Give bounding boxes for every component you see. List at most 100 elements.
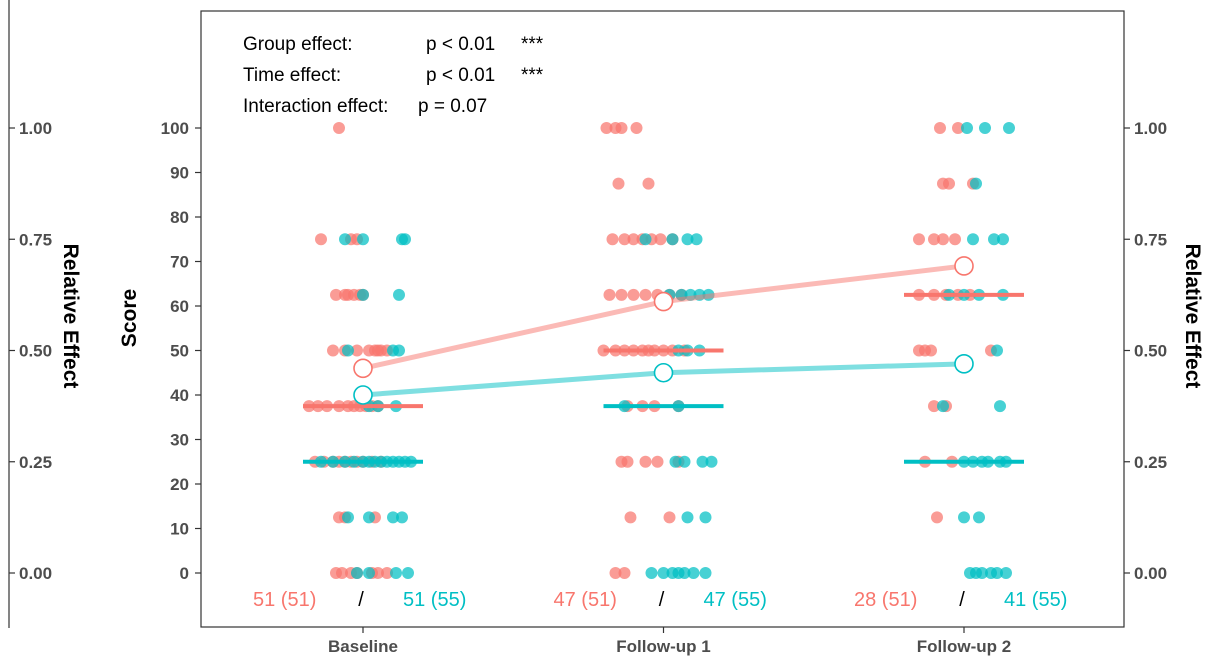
group1-point <box>654 233 667 246</box>
significance-annotations: Group effect: p < 0.01 *** Time effect: … <box>243 34 544 117</box>
right-tick-label: 0.25 <box>1134 453 1167 472</box>
group1-point <box>618 567 631 579</box>
group1-point <box>925 344 937 357</box>
y-tick-label: 100 <box>161 119 189 138</box>
group1-point <box>612 177 625 190</box>
group1-point <box>615 288 628 301</box>
group2-point <box>396 511 408 524</box>
group1-point <box>663 511 676 524</box>
group1-point <box>928 400 940 413</box>
group2-point <box>690 233 703 246</box>
group2-point <box>681 511 694 524</box>
right-tick-label: 0.50 <box>1134 342 1167 361</box>
group1-point <box>952 122 964 134</box>
plot-panel <box>200 10 1125 628</box>
x-tick-label: Follow-up 2 <box>917 637 1011 656</box>
annotation-time-stars: *** <box>521 65 544 86</box>
group2-point <box>342 344 354 357</box>
group2-point <box>997 233 1009 246</box>
annotation-time-value: p < 0.01 <box>426 65 495 86</box>
group2-point <box>705 455 718 468</box>
y-tick-label: 30 <box>170 431 189 450</box>
group2-point <box>393 344 405 357</box>
group2-point <box>666 233 679 246</box>
left-relative-effect-axis: 0.00 0.25 0.50 0.75 1.00 Relative Effect <box>8 0 82 628</box>
group2-count-label: 41 (55) <box>1004 589 1067 611</box>
right-tick-label: 1.00 <box>1134 119 1167 138</box>
median-bars <box>303 292 1024 464</box>
category-axis: Baseline Follow-up 1 Follow-up 2 <box>328 627 1011 656</box>
group2-point <box>937 400 949 413</box>
group2-point <box>699 567 712 579</box>
sample-counts: 51 (51) / 51 (55) 47 (51) / 47 (55) 28 (51) / 41… <box>253 589 1067 611</box>
count-separator: / <box>959 589 965 611</box>
group2-point <box>669 455 682 468</box>
group2-point <box>967 233 979 246</box>
group1-point <box>372 567 384 579</box>
y-tick-label: 50 <box>170 342 189 361</box>
annotation-interaction-value: p = 0.07 <box>418 96 487 117</box>
group1-point <box>609 567 622 579</box>
annotation-interaction-label: Interaction effect: <box>243 96 388 117</box>
group2-point <box>1003 122 1015 134</box>
group1-point <box>913 233 925 246</box>
group2-count-label: 47 (55) <box>704 589 767 611</box>
group2-effect-marker <box>954 354 974 374</box>
group2-point <box>991 344 1003 357</box>
annotation-group-label: Group effect: <box>243 34 353 55</box>
annotation-group-value: p < 0.01 <box>426 34 495 55</box>
group1-point <box>651 455 664 468</box>
y-tick-label: 60 <box>170 297 189 316</box>
group1-point <box>928 233 940 246</box>
group1-point <box>934 122 946 134</box>
group2-point <box>678 455 691 468</box>
y-tick-label: 10 <box>170 520 189 539</box>
group1-point <box>627 288 640 301</box>
left-tick-label: 0.75 <box>19 230 52 249</box>
group2-point <box>657 567 670 579</box>
group1-point <box>621 455 634 468</box>
group2-point <box>363 567 375 579</box>
group2-point <box>387 511 399 524</box>
group1-point <box>624 511 637 524</box>
group1-point <box>351 344 363 357</box>
left-tick-label: 0.25 <box>19 453 52 472</box>
group2-point <box>973 511 985 524</box>
group2-point <box>399 233 411 246</box>
group1-point <box>381 567 393 579</box>
count-separator: / <box>659 589 665 611</box>
group1-point <box>949 233 961 246</box>
left-tick-label: 0.50 <box>19 342 52 361</box>
group1-point <box>943 177 955 190</box>
group1-point <box>333 122 345 134</box>
group1-point <box>639 455 652 468</box>
group2-point <box>363 511 375 524</box>
group1-effect-marker <box>954 256 974 276</box>
group2-point <box>979 122 991 134</box>
group2-point <box>639 233 652 246</box>
annotation-group-stars: *** <box>521 34 544 55</box>
y-tick-label: 90 <box>170 164 189 183</box>
group1-point <box>627 233 640 246</box>
group1-count-label: 28 (51) <box>854 589 917 611</box>
group2-point <box>961 122 973 134</box>
group1-point <box>603 288 616 301</box>
group1-point <box>600 122 613 134</box>
group1-count-label: 51 (51) <box>253 589 316 611</box>
x-tick-label: Baseline <box>328 637 398 656</box>
score-axis-title: Score <box>118 289 141 347</box>
right-relative-effect-axis: 0.00 0.25 0.50 0.75 1.00 <box>1124 119 1167 583</box>
annotation-time-label: Time effect: <box>243 65 341 86</box>
group2-point <box>991 567 1003 579</box>
group2-point <box>681 233 694 246</box>
y-tick-label: 40 <box>170 386 189 405</box>
group1-point <box>330 288 342 301</box>
group2-point <box>1000 567 1012 579</box>
group2-point <box>402 567 414 579</box>
right-axis-title: Relative Effect <box>1181 244 1204 389</box>
left-tick-label: 1.00 <box>19 119 52 138</box>
group2-point <box>645 567 658 579</box>
group1-point <box>642 177 655 190</box>
group2-point <box>988 233 1000 246</box>
